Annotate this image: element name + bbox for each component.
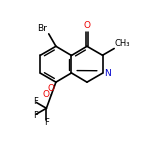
Text: F: F — [33, 111, 38, 120]
Text: Br: Br — [37, 24, 47, 33]
Text: F: F — [44, 117, 49, 127]
Text: CH₃: CH₃ — [115, 39, 130, 48]
Text: O: O — [83, 21, 90, 30]
Text: F: F — [33, 97, 38, 106]
Text: O: O — [42, 90, 50, 99]
Text: N: N — [104, 69, 111, 78]
Text: O: O — [47, 84, 54, 93]
